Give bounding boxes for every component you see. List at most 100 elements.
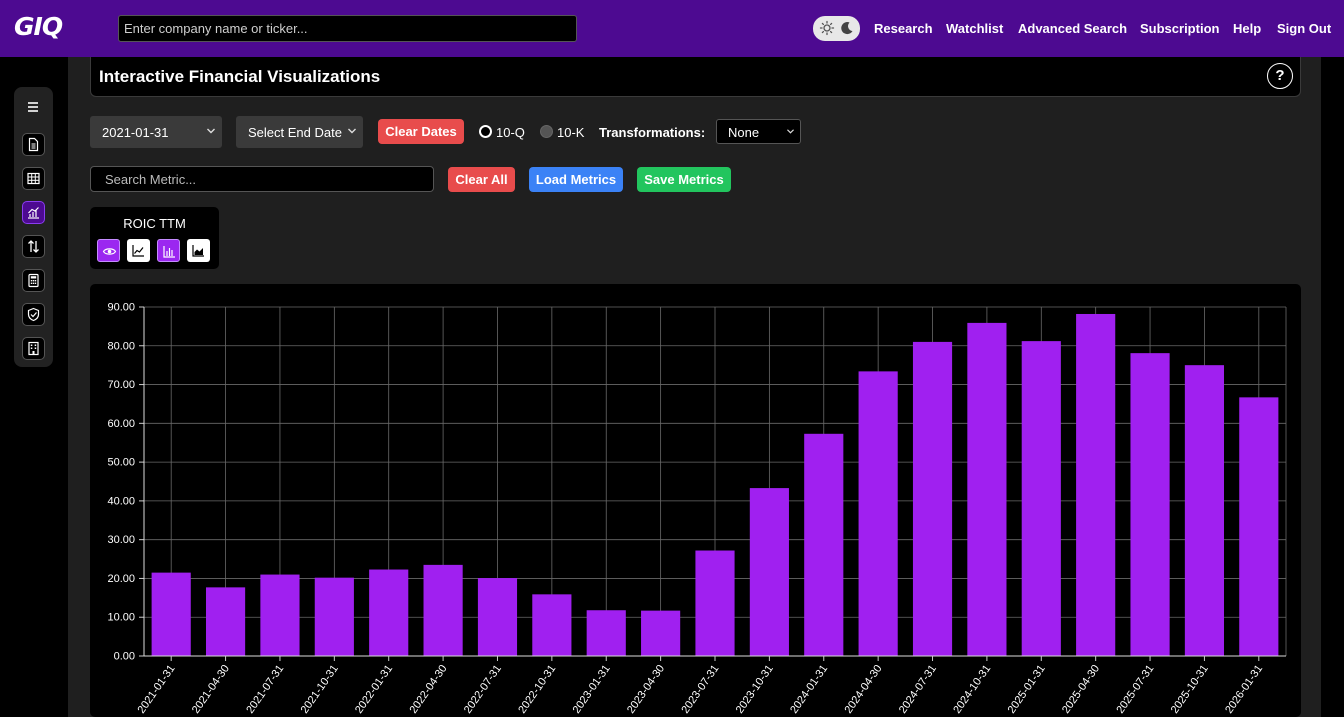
bar bbox=[260, 574, 300, 656]
eye-icon bbox=[102, 248, 117, 255]
help-button[interactable]: ? bbox=[1267, 63, 1293, 89]
logo[interactable]: GIQ bbox=[14, 12, 63, 41]
end-date-placeholder: Select End Date bbox=[248, 125, 342, 140]
sort-arrows-icon bbox=[28, 240, 39, 253]
shield-icon bbox=[27, 307, 40, 322]
nav-research[interactable]: Research bbox=[874, 21, 933, 36]
sidebar-security-button[interactable] bbox=[22, 303, 45, 326]
y-tick-label: 90.00 bbox=[107, 302, 135, 314]
nav-watchlist[interactable]: Watchlist bbox=[946, 21, 1004, 36]
end-date-select[interactable]: Select End Date bbox=[236, 116, 363, 148]
bar bbox=[858, 371, 898, 656]
theme-toggle[interactable] bbox=[813, 16, 860, 41]
sidebar-compare-button[interactable] bbox=[22, 235, 45, 258]
y-tick-label: 0.00 bbox=[114, 651, 135, 663]
table-icon bbox=[27, 172, 40, 185]
area-chart-button[interactable] bbox=[187, 239, 210, 262]
chevron-down-icon bbox=[787, 129, 794, 134]
title-bar: Interactive Financial Visualizations ? bbox=[90, 57, 1301, 97]
radio-10k-label: 10-K bbox=[557, 125, 585, 140]
top-navbar: GIQ Research Watchlist Advanced Search S… bbox=[0, 0, 1344, 57]
x-tick-label: 2024-10-31 bbox=[951, 663, 993, 716]
x-tick-label: 2023-01-31 bbox=[571, 663, 613, 716]
x-tick-label: 2023-04-30 bbox=[625, 663, 667, 716]
bar bbox=[532, 594, 572, 656]
bar bbox=[1130, 353, 1170, 656]
transformations-select[interactable]: None bbox=[716, 119, 801, 144]
x-tick-label: 2024-04-30 bbox=[842, 663, 884, 716]
nav-subscription[interactable]: Subscription bbox=[1140, 21, 1220, 36]
bar bbox=[586, 610, 626, 656]
clear-all-button[interactable]: Clear All bbox=[448, 167, 515, 192]
sidebar-calculator-button[interactable] bbox=[22, 269, 45, 292]
metric-search-input[interactable] bbox=[90, 166, 434, 192]
x-tick-label: 2025-01-31 bbox=[1006, 663, 1048, 716]
line-chart-button[interactable] bbox=[127, 239, 150, 262]
chart-icon bbox=[28, 207, 39, 219]
x-tick-label: 2021-07-31 bbox=[244, 663, 286, 716]
nav-sign-out[interactable]: Sign Out bbox=[1277, 21, 1332, 36]
building-icon bbox=[28, 341, 39, 356]
moon-icon bbox=[841, 22, 853, 35]
transformations-label: Transformations: bbox=[599, 125, 706, 140]
y-tick-label: 20.00 bbox=[107, 573, 135, 585]
load-metrics-button[interactable]: Load Metrics bbox=[529, 167, 623, 192]
y-tick-label: 80.00 bbox=[107, 340, 135, 352]
x-tick-label: 2021-01-31 bbox=[136, 663, 178, 716]
bar bbox=[1021, 341, 1061, 656]
menu-icon[interactable] bbox=[25, 100, 41, 114]
sidebar-table-button[interactable] bbox=[22, 167, 45, 190]
bar bbox=[314, 577, 354, 656]
save-metrics-button[interactable]: Save Metrics bbox=[637, 167, 731, 192]
x-tick-label: 2021-04-30 bbox=[190, 663, 232, 716]
x-tick-label: 2022-04-30 bbox=[407, 663, 449, 716]
x-tick-label: 2021-10-31 bbox=[299, 663, 341, 716]
bar bbox=[423, 564, 463, 656]
nav-advanced-search[interactable]: Advanced Search bbox=[1018, 21, 1128, 36]
bar-chart: 0.00 10.00 20.00 30.00 40.00 50.00 60.00 70.00 8… bbox=[107, 302, 1287, 716]
y-tick-label: 30.00 bbox=[107, 534, 135, 546]
x-tick-label: 2026-01-31 bbox=[1223, 663, 1265, 716]
y-tick-label: 60.00 bbox=[107, 418, 135, 430]
transformations-value: None bbox=[728, 125, 760, 140]
x-tick-label: 2023-07-31 bbox=[679, 663, 721, 716]
bar bbox=[1184, 365, 1225, 656]
x-tick-label: 2025-04-30 bbox=[1060, 663, 1102, 716]
bar bbox=[749, 488, 789, 656]
x-tick-label: 2024-01-31 bbox=[788, 663, 830, 716]
sidebar-company-button[interactable] bbox=[22, 337, 45, 360]
company-search-input[interactable] bbox=[118, 15, 577, 42]
bar bbox=[804, 433, 844, 656]
bar-chart-button[interactable] bbox=[157, 239, 180, 262]
bar bbox=[1239, 397, 1279, 656]
sidebar-documents-button[interactable] bbox=[22, 133, 45, 156]
nav-help[interactable]: Help bbox=[1233, 21, 1262, 36]
bar bbox=[151, 572, 191, 656]
bar-chart-icon bbox=[163, 246, 175, 258]
bar bbox=[1076, 313, 1116, 656]
left-sidebar bbox=[14, 87, 53, 367]
bar bbox=[967, 322, 1007, 656]
sun-icon bbox=[819, 20, 835, 36]
metric-card: ROIC TTM bbox=[90, 207, 219, 269]
start-date-select[interactable]: 2021-01-31 bbox=[90, 116, 222, 148]
radio-10q-label: 10-Q bbox=[496, 125, 525, 140]
x-tick-label: 2022-10-31 bbox=[516, 663, 558, 716]
chevron-down-icon bbox=[207, 128, 215, 134]
page-title: Interactive Financial Visualizations bbox=[99, 67, 381, 86]
radio-10q[interactable] bbox=[479, 125, 492, 138]
bar bbox=[695, 550, 735, 656]
x-tick-label: 2023-10-31 bbox=[734, 663, 776, 716]
start-date-value: 2021-01-31 bbox=[102, 125, 169, 140]
radio-10k[interactable] bbox=[540, 125, 553, 138]
y-tick-label: 50.00 bbox=[107, 457, 135, 469]
y-tick-label: 10.00 bbox=[107, 612, 135, 624]
x-tick-label: 2025-07-31 bbox=[1114, 663, 1156, 716]
bar bbox=[912, 341, 953, 656]
line-chart-icon bbox=[132, 245, 144, 257]
document-icon bbox=[28, 137, 39, 152]
sidebar-chart-button[interactable] bbox=[22, 201, 45, 224]
toggle-visibility-button[interactable] bbox=[97, 239, 120, 262]
clear-dates-button[interactable]: Clear Dates bbox=[378, 119, 464, 144]
metric-name: ROIC TTM bbox=[123, 216, 186, 231]
